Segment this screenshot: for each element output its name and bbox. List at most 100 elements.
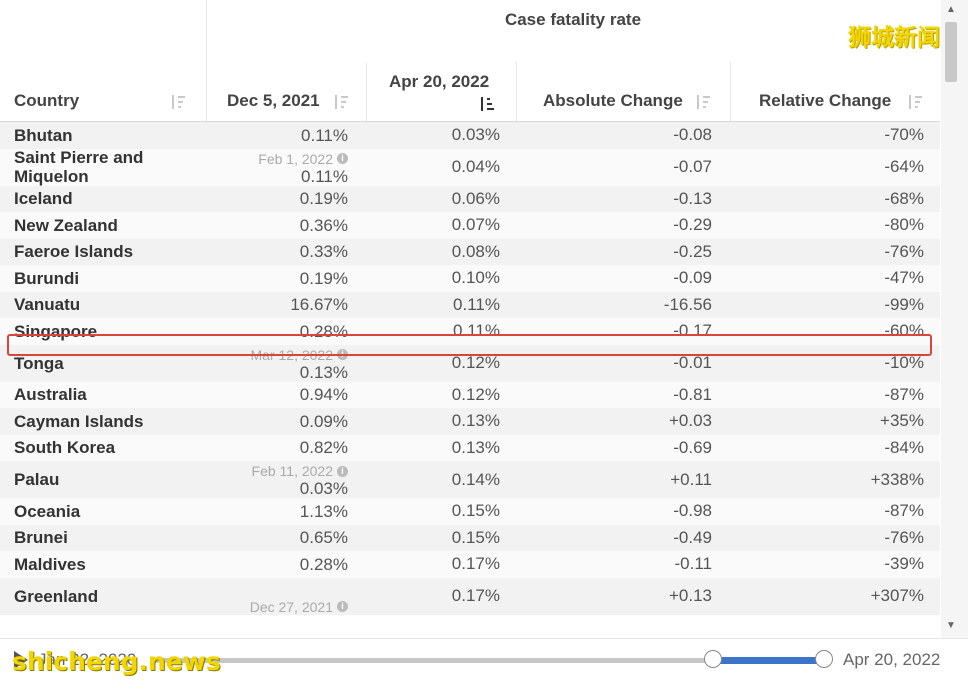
scrollbar-thumb[interactable] bbox=[945, 22, 957, 82]
cell-abs: -0.29 bbox=[673, 215, 712, 235]
cell-apr: 0.13% bbox=[451, 411, 500, 431]
cell-country: Greenland bbox=[14, 586, 99, 606]
cell-apr: 0.15% bbox=[451, 527, 500, 547]
cell-apr: 0.12% bbox=[451, 353, 500, 372]
column-header-rel[interactable]: Relative Change bbox=[730, 62, 941, 122]
cell-value: 0.09% bbox=[299, 411, 348, 431]
header-divider bbox=[206, 0, 207, 122]
table-row: Bhutan 0.11% 0.03% -0.08 -70% bbox=[0, 122, 940, 149]
table-row: Vanuatu 16.67% 0.11% -16.56 -99% bbox=[0, 291, 940, 319]
table-row: Cayman Islands 0.09% 0.13% +0.03 +35% bbox=[0, 408, 940, 435]
cell-dec: 0.82% bbox=[206, 435, 348, 462]
singapore-highlight-box bbox=[7, 334, 932, 356]
data-date-note: Feb 1, 2022 i bbox=[258, 151, 348, 167]
header-border bbox=[0, 121, 940, 122]
timeline-end-label: Apr 20, 2022 bbox=[843, 650, 941, 669]
cell-dec: 0.09% bbox=[206, 408, 348, 435]
timeline-start-handle[interactable] bbox=[704, 650, 722, 668]
table-row: New Zealand 0.36% 0.07% -0.29 -80% bbox=[0, 212, 940, 239]
sort-icon[interactable] bbox=[907, 94, 923, 110]
cell-dec: 0.19% bbox=[206, 186, 348, 213]
vertical-scrollbar[interactable]: ▲ ▼ bbox=[941, 0, 968, 640]
info-icon[interactable]: i bbox=[337, 465, 348, 477]
column-label: Country bbox=[14, 91, 80, 110]
play-icon[interactable] bbox=[14, 651, 28, 669]
scroll-down-icon[interactable]: ▼ bbox=[946, 620, 956, 631]
cell-apr: 0.10% bbox=[451, 268, 500, 288]
table-row: Palau Feb 11, 2022 i 0.03% 0.14% +0.11 +338% bbox=[0, 461, 940, 498]
sort-ascending-icon[interactable] bbox=[479, 96, 495, 112]
cell-country: New Zealand bbox=[14, 215, 118, 235]
table-row: Burundi 0.19% 0.10% -0.09 -47% bbox=[0, 265, 940, 292]
cell-rel: -87% bbox=[884, 501, 924, 521]
cell-country: Burundi bbox=[14, 268, 80, 288]
scroll-up-icon[interactable]: ▲ bbox=[946, 4, 956, 15]
cell-rel: -47% bbox=[884, 268, 924, 288]
cell-apr: 0.17% bbox=[451, 586, 500, 605]
watermark-top: 狮城新闻 bbox=[848, 24, 940, 50]
table-header: Case fatality rate Country Dec 5, 2021 A… bbox=[0, 0, 940, 122]
cell-dec: 1.13% bbox=[206, 498, 348, 525]
table-row: Iceland 0.19% 0.06% -0.13 -68% bbox=[0, 185, 940, 213]
timeline-end-handle[interactable] bbox=[815, 650, 833, 668]
cell-abs: -16.56 bbox=[663, 294, 712, 314]
column-header-dec[interactable]: Dec 5, 2021 bbox=[206, 62, 366, 122]
cell-abs: +0.13 bbox=[668, 586, 712, 605]
cell-apr: 0.06% bbox=[451, 188, 500, 208]
sort-icon[interactable] bbox=[333, 94, 349, 110]
cell-abs: -0.13 bbox=[673, 188, 712, 208]
cell-rel: -64% bbox=[884, 157, 924, 176]
cell-abs: -0.11 bbox=[674, 554, 713, 574]
column-header-country[interactable]: Country bbox=[0, 0, 205, 122]
cell-dec: 0.28% bbox=[206, 318, 348, 345]
cell-apr: 0.12% bbox=[451, 384, 500, 404]
column-header-abs[interactable]: Absolute Change bbox=[516, 62, 730, 122]
cell-apr: 0.04% bbox=[451, 157, 500, 176]
cell-apr: 0.14% bbox=[451, 469, 500, 489]
cell-rel: -76% bbox=[884, 241, 924, 261]
cell-dec: Feb 11, 2022 i 0.03% bbox=[206, 461, 348, 498]
table-row: Saint Pierre and Miquelon Feb 1, 2022 i 0.1… bbox=[0, 148, 940, 186]
timeline-start-label: Jan 22, 2020 bbox=[38, 650, 137, 669]
cell-dec: 0.65% bbox=[206, 525, 348, 552]
cell-rel: -70% bbox=[884, 125, 924, 145]
timeline-selected-range bbox=[712, 657, 824, 664]
cell-value: 0.82% bbox=[299, 438, 348, 458]
cell-abs: +0.03 bbox=[668, 411, 712, 431]
cell-abs: -0.49 bbox=[673, 527, 712, 547]
cell-dec: 0.28% bbox=[206, 551, 348, 578]
group-title: Case fatality rate bbox=[504, 10, 642, 29]
cell-country: Iceland bbox=[14, 189, 73, 209]
info-icon[interactable]: i bbox=[337, 153, 348, 164]
timeline-track[interactable] bbox=[150, 658, 820, 663]
cell-abs: -0.07 bbox=[673, 157, 712, 176]
note-text: Feb 1, 2022 bbox=[258, 150, 333, 167]
cell-apr: 0.15% bbox=[451, 501, 500, 521]
info-icon[interactable]: i bbox=[337, 601, 348, 612]
cell-abs: -0.25 bbox=[673, 241, 712, 261]
cell-value: 0.33% bbox=[299, 242, 348, 262]
column-header-apr[interactable]: Apr 20, 2022 bbox=[366, 62, 516, 122]
cell-dec: 0.94% bbox=[206, 382, 348, 409]
cell-rel: -87% bbox=[884, 384, 924, 404]
data-date-note: Feb 11, 2022 i bbox=[252, 463, 348, 479]
timeline-slider: Jan 22, 2020 Apr 20, 2022 bbox=[0, 638, 968, 683]
sort-icon[interactable] bbox=[170, 94, 186, 110]
cell-dec: 16.67% bbox=[206, 292, 348, 319]
cell-abs: -0.08 bbox=[673, 125, 712, 145]
cell-value: 0.19% bbox=[299, 268, 348, 288]
cell-rel: -76% bbox=[884, 527, 924, 547]
cell-country: Vanuatu bbox=[14, 295, 81, 315]
watermark-bottom: shicheng.news bbox=[12, 647, 221, 676]
cell-dec: 0.33% bbox=[206, 239, 348, 266]
cell-rel: -99% bbox=[884, 294, 924, 314]
cell-value: 0.03% bbox=[299, 479, 348, 498]
cell-country: Oceania bbox=[14, 501, 81, 521]
cell-country: Tonga bbox=[14, 353, 64, 373]
cell-dec: Dec 27, 2021 i bbox=[206, 578, 348, 615]
note-text: Feb 11, 2022 bbox=[251, 463, 333, 479]
cell-country: Maldives bbox=[14, 554, 86, 574]
cell-dec: 0.11% bbox=[206, 122, 348, 149]
sort-icon[interactable] bbox=[695, 94, 711, 110]
table-row: Australia 0.94% 0.12% -0.81 -87% bbox=[0, 381, 940, 409]
